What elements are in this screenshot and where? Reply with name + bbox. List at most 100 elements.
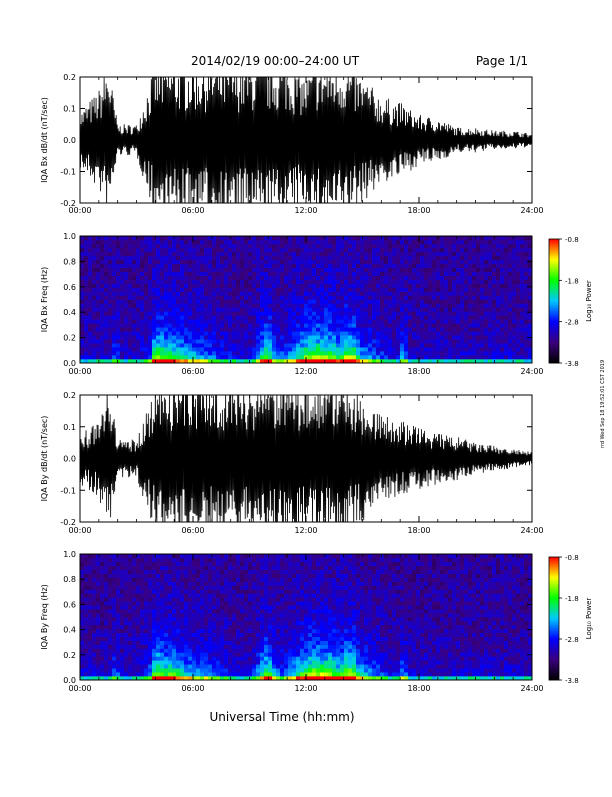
- heatmap-cell: [104, 664, 108, 668]
- heatmap-cell: [508, 296, 512, 300]
- heatmap-cell: [92, 605, 96, 609]
- heatmap-cell: [452, 252, 456, 256]
- heatmap-cell: [416, 288, 420, 292]
- heatmap-cell: [104, 296, 108, 300]
- heatmap-cell: [232, 252, 236, 256]
- heatmap-cell: [144, 609, 148, 613]
- heatmap-cell: [492, 276, 496, 280]
- heatmap-cell: [124, 252, 128, 256]
- heatmap-cell: [424, 252, 428, 256]
- heatmap-cell: [308, 264, 312, 268]
- heatmap-cell: [96, 256, 100, 260]
- heatmap-cell: [176, 609, 180, 613]
- heatmap-cell: [148, 264, 152, 268]
- heatmap-cell: [264, 339, 268, 343]
- heatmap-cell: [108, 656, 112, 660]
- heatmap-cell: [428, 351, 432, 355]
- heatmap-cell: [400, 244, 404, 248]
- heatmap-cell: [352, 276, 356, 280]
- heatmap-cell: [484, 300, 488, 304]
- heatmap-cell: [476, 323, 480, 327]
- heatmap-cell: [336, 292, 340, 296]
- heatmap-cell: [408, 264, 412, 268]
- heatmap-cell: [108, 668, 112, 672]
- heatmap-cell: [440, 292, 444, 296]
- heatmap-cell: [308, 319, 312, 323]
- heatmap-cell: [380, 347, 384, 351]
- heatmap-cell: [132, 586, 136, 590]
- heatmap-cell: [288, 315, 292, 319]
- heatmap-cell: [104, 323, 108, 327]
- heatmap-cell: [468, 355, 472, 359]
- heatmap-cell: [248, 347, 252, 351]
- heatmap-cell: [236, 331, 240, 335]
- heatmap-cell: [400, 284, 404, 288]
- heatmap-cell: [100, 288, 104, 292]
- heatmap-cell: [316, 339, 320, 343]
- waveform-series: [80, 380, 532, 538]
- heatmap-cell: [184, 637, 188, 641]
- heatmap-cell: [480, 331, 484, 335]
- heatmap-cell: [164, 268, 168, 272]
- heatmap-cell: [380, 292, 384, 296]
- heatmap-cell: [304, 280, 308, 284]
- heatmap-cell: [152, 339, 156, 343]
- heatmap-cell: [440, 335, 444, 339]
- heatmap-cell: [332, 307, 336, 311]
- heatmap-cell: [492, 347, 496, 351]
- heatmap-cell: [168, 280, 172, 284]
- heatmap-cell: [168, 252, 172, 256]
- heatmap-cell: [220, 327, 224, 331]
- heatmap-cell: [408, 240, 412, 244]
- heatmap-cell: [244, 355, 248, 359]
- heatmap-cell: [156, 641, 160, 645]
- heatmap-cell: [208, 315, 212, 319]
- heatmap-cell: [148, 311, 152, 315]
- heatmap-cell: [392, 256, 396, 260]
- heatmap-cell: [88, 327, 92, 331]
- heatmap-cell: [92, 645, 96, 649]
- heatmap-cell: [404, 315, 408, 319]
- heatmap-cell: [272, 268, 276, 272]
- heatmap-cell: [368, 248, 372, 252]
- heatmap-cell: [152, 578, 156, 582]
- heatmap-cell: [96, 288, 100, 292]
- heatmap-cell: [304, 303, 308, 307]
- heatmap-cell: [512, 303, 516, 307]
- heatmap-cell: [492, 339, 496, 343]
- heatmap-cell: [212, 315, 216, 319]
- heatmap-cell: [316, 300, 320, 304]
- heatmap-cell: [260, 331, 264, 335]
- heatmap-cell: [468, 319, 472, 323]
- heatmap-cell: [388, 256, 392, 260]
- heatmap-cell: [124, 327, 128, 331]
- heatmap-cell: [348, 292, 352, 296]
- heatmap-cell: [132, 300, 136, 304]
- heatmap-cell: [108, 319, 112, 323]
- heatmap-cell: [428, 264, 432, 268]
- heatmap-cell: [260, 276, 264, 280]
- heatmap-cell: [220, 331, 224, 335]
- heatmap-cell: [348, 323, 352, 327]
- heatmap-cell: [188, 252, 192, 256]
- heatmap-cell: [132, 605, 136, 609]
- heatmap-cell: [212, 343, 216, 347]
- heatmap-cell: [360, 252, 364, 256]
- heatmap-cell: [484, 351, 488, 355]
- heatmap-cell: [136, 562, 140, 566]
- heatmap-cell: [236, 256, 240, 260]
- heatmap-cell: [504, 276, 508, 280]
- heatmap-cell: [120, 280, 124, 284]
- heatmap-cell: [392, 272, 396, 276]
- heatmap-cell: [156, 248, 160, 252]
- heatmap-cell: [248, 244, 252, 248]
- heatmap-cell: [224, 248, 228, 252]
- heatmap-cell: [424, 319, 428, 323]
- heatmap-cell: [116, 351, 120, 355]
- heatmap-cell: [128, 292, 132, 296]
- heatmap-cell: [288, 252, 292, 256]
- heatmap-cell: [188, 589, 192, 593]
- heatmap-cell: [160, 609, 164, 613]
- heatmap-cell: [484, 331, 488, 335]
- heatmap-cell: [340, 339, 344, 343]
